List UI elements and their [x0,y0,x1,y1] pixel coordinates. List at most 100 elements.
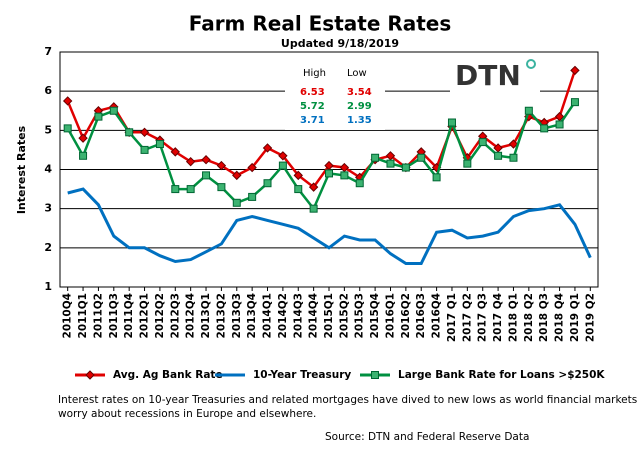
marker [62,96,73,106]
x-tick-label: 2016Q1 [384,293,396,338]
x-tick-label: 2012Q2 [154,293,166,338]
marker [278,151,288,161]
x-tick-label: 2019 Q2 [584,293,596,342]
x-tick-label: 2016Q3 [415,293,427,338]
legend-label: Avg. Ag Bank Rate [113,369,223,381]
x-tick-label: 2018 Q3 [538,293,550,342]
marker [570,65,580,76]
marker [63,124,72,133]
note: worry about recessions in Europe and els… [58,408,316,420]
legend-label: 10-Year Treasury [253,369,351,381]
series-line [66,101,576,212]
marker [278,161,287,170]
x-tick-label: 2015Q3 [354,293,366,338]
marker [371,371,379,379]
legend: Avg. Ag Bank Rate 10-Year Treasury Large B… [75,369,605,381]
x-tick-label: 2011Q4 [123,293,135,338]
marker [432,173,441,182]
marker [94,112,103,121]
marker [170,147,180,157]
marker [262,143,273,153]
x-tick-label: 2017 Q3 [477,293,489,342]
marker [78,133,88,143]
source: Source: DTN and Federal Reserve Data [325,431,529,443]
marker [202,171,211,180]
marker [201,155,211,165]
x-tick-label: 2015Q4 [369,293,381,338]
x-tick-label: 2013Q2 [215,293,227,338]
x-tick-label: 2014Q2 [277,293,289,338]
y-tick-label: 1 [44,280,52,293]
series-line [66,70,577,189]
y-axis-label: Interest Rates [15,125,28,214]
marker [232,198,241,207]
marker [540,124,549,133]
x-tick-label: 2017 Q1 [446,293,458,342]
x-tick-label: 2018 Q4 [554,293,566,342]
table-cell: 5.72 [300,101,325,112]
x-tick-label: 2014Q3 [292,293,304,338]
stats-box [285,60,385,130]
marker [401,163,410,172]
marker [447,118,456,127]
marker [524,106,533,115]
marker [371,153,380,162]
y-tick-label: 3 [44,202,52,215]
x-tick-label: 2014Q1 [262,293,274,338]
y-tick-label: 6 [44,84,52,97]
x-tick-label: 2012Q4 [185,293,197,338]
chart-title: Farm Real Estate Rates [189,12,452,36]
table-cell: 1.35 [347,115,372,126]
legend-label: Large Bank Rate for Loans >$250K [398,369,605,381]
marker [417,153,426,162]
table-header: High [303,68,326,79]
logo: DTN [455,59,521,92]
x-tick-label: 2010Q4 [62,293,74,338]
marker [155,140,164,149]
marker [325,169,333,178]
x-tick-label: 2013Q1 [200,293,212,338]
marker [308,182,319,192]
marker [570,98,579,107]
logo-dot [526,59,536,69]
x-tick-label: 2018 Q1 [507,293,519,342]
x-tick-label: 2016Q4 [431,293,443,338]
x-tick-label: 2011Q3 [108,293,120,338]
x-tick-label: 2011Q1 [77,293,89,338]
marker [355,179,364,188]
marker [79,151,88,160]
chart-subtitle: Updated 9/18/2019 [281,37,399,50]
x-tick-label: 2016Q2 [400,293,412,338]
marker [85,370,95,380]
x-tick-label: 2019 Q1 [569,293,581,342]
marker [109,106,118,115]
x-tick-label: 2017 Q4 [492,293,504,342]
marker [216,160,227,171]
x-tick-label: 2013Q3 [231,293,243,338]
marker [125,128,134,137]
x-tick-label: 2011Q2 [92,293,104,338]
table-cell: 3.71 [300,115,325,126]
x-tick-label: 2012Q3 [169,293,181,338]
logo-box [450,58,540,92]
x-tick-label: 2014Q4 [308,293,320,338]
table-cell: 3.54 [347,87,372,98]
series-line [67,187,592,265]
marker [263,179,272,188]
marker [232,170,242,181]
marker [494,151,503,160]
x-tick-label: 2015Q1 [323,293,335,338]
x-tick-label: 2018 Q2 [523,293,535,342]
x-tick-label: 2012Q1 [139,293,151,338]
marker [248,192,257,201]
marker [186,185,195,194]
marker [247,162,257,173]
marker [139,127,150,137]
y-tick-label: 7 [44,45,52,58]
marker [140,145,149,154]
marker [508,139,519,149]
marker [309,204,318,213]
marker [555,120,564,129]
marker [386,159,395,168]
